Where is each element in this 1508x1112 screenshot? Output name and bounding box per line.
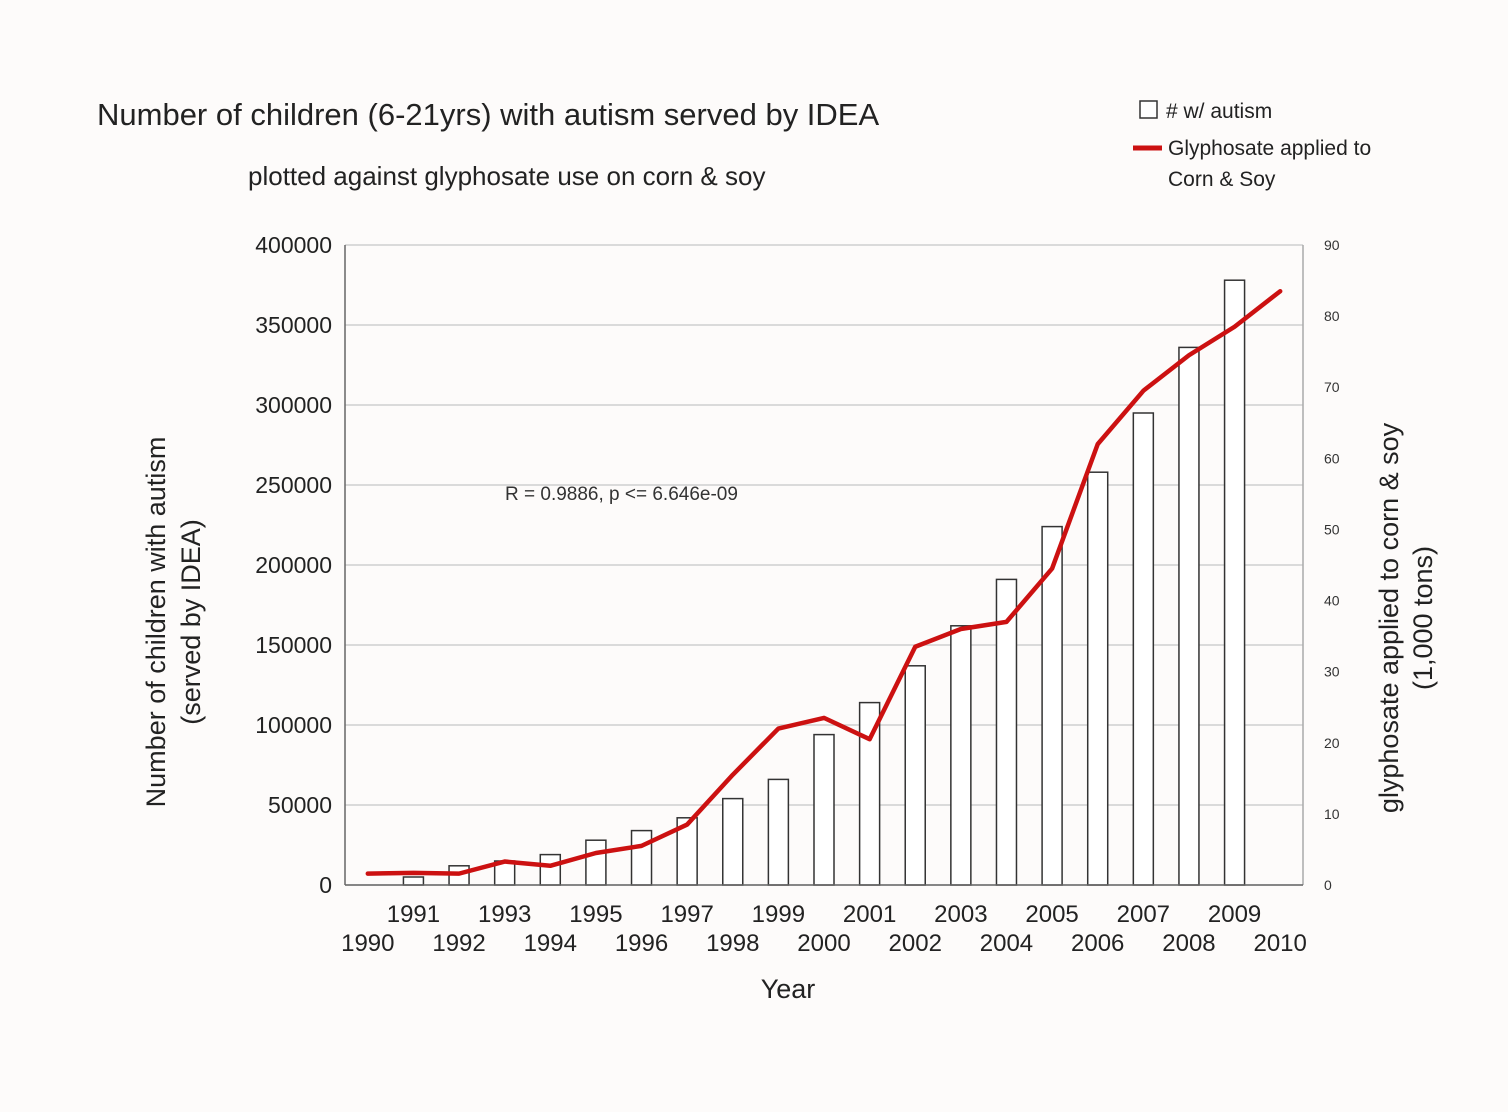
x-tick-label: 2002 [889, 930, 942, 957]
chart-title: Number of children (6-21yrs) with autism… [97, 97, 879, 132]
y-tick-label: 100000 [255, 712, 332, 738]
correlation-annotation: R = 0.9886, p <= 6.646e-09 [505, 484, 738, 505]
x-tick-label: 2004 [980, 930, 1033, 957]
bar [950, 625, 972, 886]
y-tick-label: 400000 [255, 232, 332, 258]
bar [1041, 525, 1063, 886]
x-tick-label: 2007 [1117, 901, 1170, 928]
y2-tick-label: 50 [1324, 521, 1340, 537]
y-axis-label-line2: (served by IDEA) [176, 519, 206, 725]
bar [722, 797, 744, 886]
y-tick-label: 250000 [255, 472, 332, 498]
y2-tick-label: 70 [1324, 379, 1340, 395]
x-tick-label: 1994 [524, 930, 577, 957]
legend-line-label-2: Corn & Soy [1168, 168, 1276, 191]
y-axis-label-line1: Number of children with autism [141, 437, 171, 808]
y2-tick-label: 40 [1324, 593, 1340, 609]
x-axis-ticks: 1991 1993 1995 1997 1999 2001 2003 2005 2007 2009… [341, 901, 1307, 957]
y-tick-label: 300000 [255, 392, 332, 418]
bars [402, 279, 1246, 886]
bar [402, 876, 425, 886]
glyphosate-series-line [365, 288, 1283, 876]
x-tick-label: 2005 [1025, 901, 1078, 928]
y2-tick-label: 90 [1324, 237, 1340, 253]
x-tick-label: 1991 [387, 901, 440, 928]
x-tick-label: 1996 [615, 930, 668, 957]
y2-axis-label-line2: (1,000 tons) [1408, 546, 1438, 690]
y-tick-label: 50000 [268, 792, 332, 818]
bar [904, 665, 926, 886]
legend: # w/ autism Glyphosate applied to Corn &… [1133, 100, 1371, 191]
legend-bar-swatch [1139, 100, 1158, 119]
axes [344, 245, 1304, 886]
y2-tick-label: 30 [1324, 664, 1340, 680]
bar [813, 733, 835, 886]
x-tick-label: 1998 [706, 930, 759, 957]
bar [539, 853, 562, 886]
legend-bar-label: # w/ autism [1166, 100, 1272, 123]
bar [585, 839, 607, 886]
y2-tick-label: 10 [1324, 806, 1340, 822]
bar [1132, 412, 1155, 886]
x-tick-label: 2008 [1162, 930, 1215, 957]
x-tick-label: 1995 [569, 901, 622, 928]
y-tick-label: 150000 [255, 632, 332, 658]
y2-tick-label: 0 [1324, 877, 1332, 893]
bar [1178, 346, 1200, 886]
x-tick-label: 2006 [1071, 930, 1124, 957]
y2-axis-label-line1: glyphosate applied to corn & soy [1374, 422, 1404, 813]
chart-subtitle: plotted against glyphosate use on corn &… [248, 161, 765, 191]
x-tick-label: 1990 [341, 930, 394, 957]
bar [767, 778, 790, 886]
y-tick-label: 0 [319, 872, 332, 898]
bar [1086, 471, 1109, 886]
x-tick-label: 1997 [660, 901, 713, 928]
x-tick-label: 1993 [478, 901, 531, 928]
x-tick-label: 2009 [1208, 901, 1261, 928]
x-tick-label: 2010 [1253, 930, 1306, 957]
y2-tick-label: 20 [1324, 735, 1340, 751]
y-tick-label: 200000 [255, 552, 332, 578]
glyphosate-line [365, 288, 1283, 876]
x-tick-label: 1999 [752, 901, 805, 928]
y2-tick-label: 80 [1324, 308, 1340, 324]
y-axis-ticks: 0 50000 100000 150000 200000 250000 300000 3500… [255, 232, 332, 898]
legend-line-label: Glyphosate applied to [1168, 137, 1371, 160]
x-tick-label: 1992 [432, 930, 485, 957]
x-tick-label: 2000 [797, 930, 850, 957]
y2-tick-label: 60 [1324, 450, 1340, 466]
bar [1223, 279, 1246, 886]
y-tick-label: 350000 [255, 312, 332, 338]
y2-axis-ticks: 0 10 20 30 40 50 60 70 80 90 [1324, 237, 1340, 893]
x-axis-label: Year [761, 974, 816, 1004]
x-tick-label: 2003 [934, 901, 987, 928]
x-tick-label: 2001 [843, 901, 896, 928]
bar [630, 829, 653, 886]
